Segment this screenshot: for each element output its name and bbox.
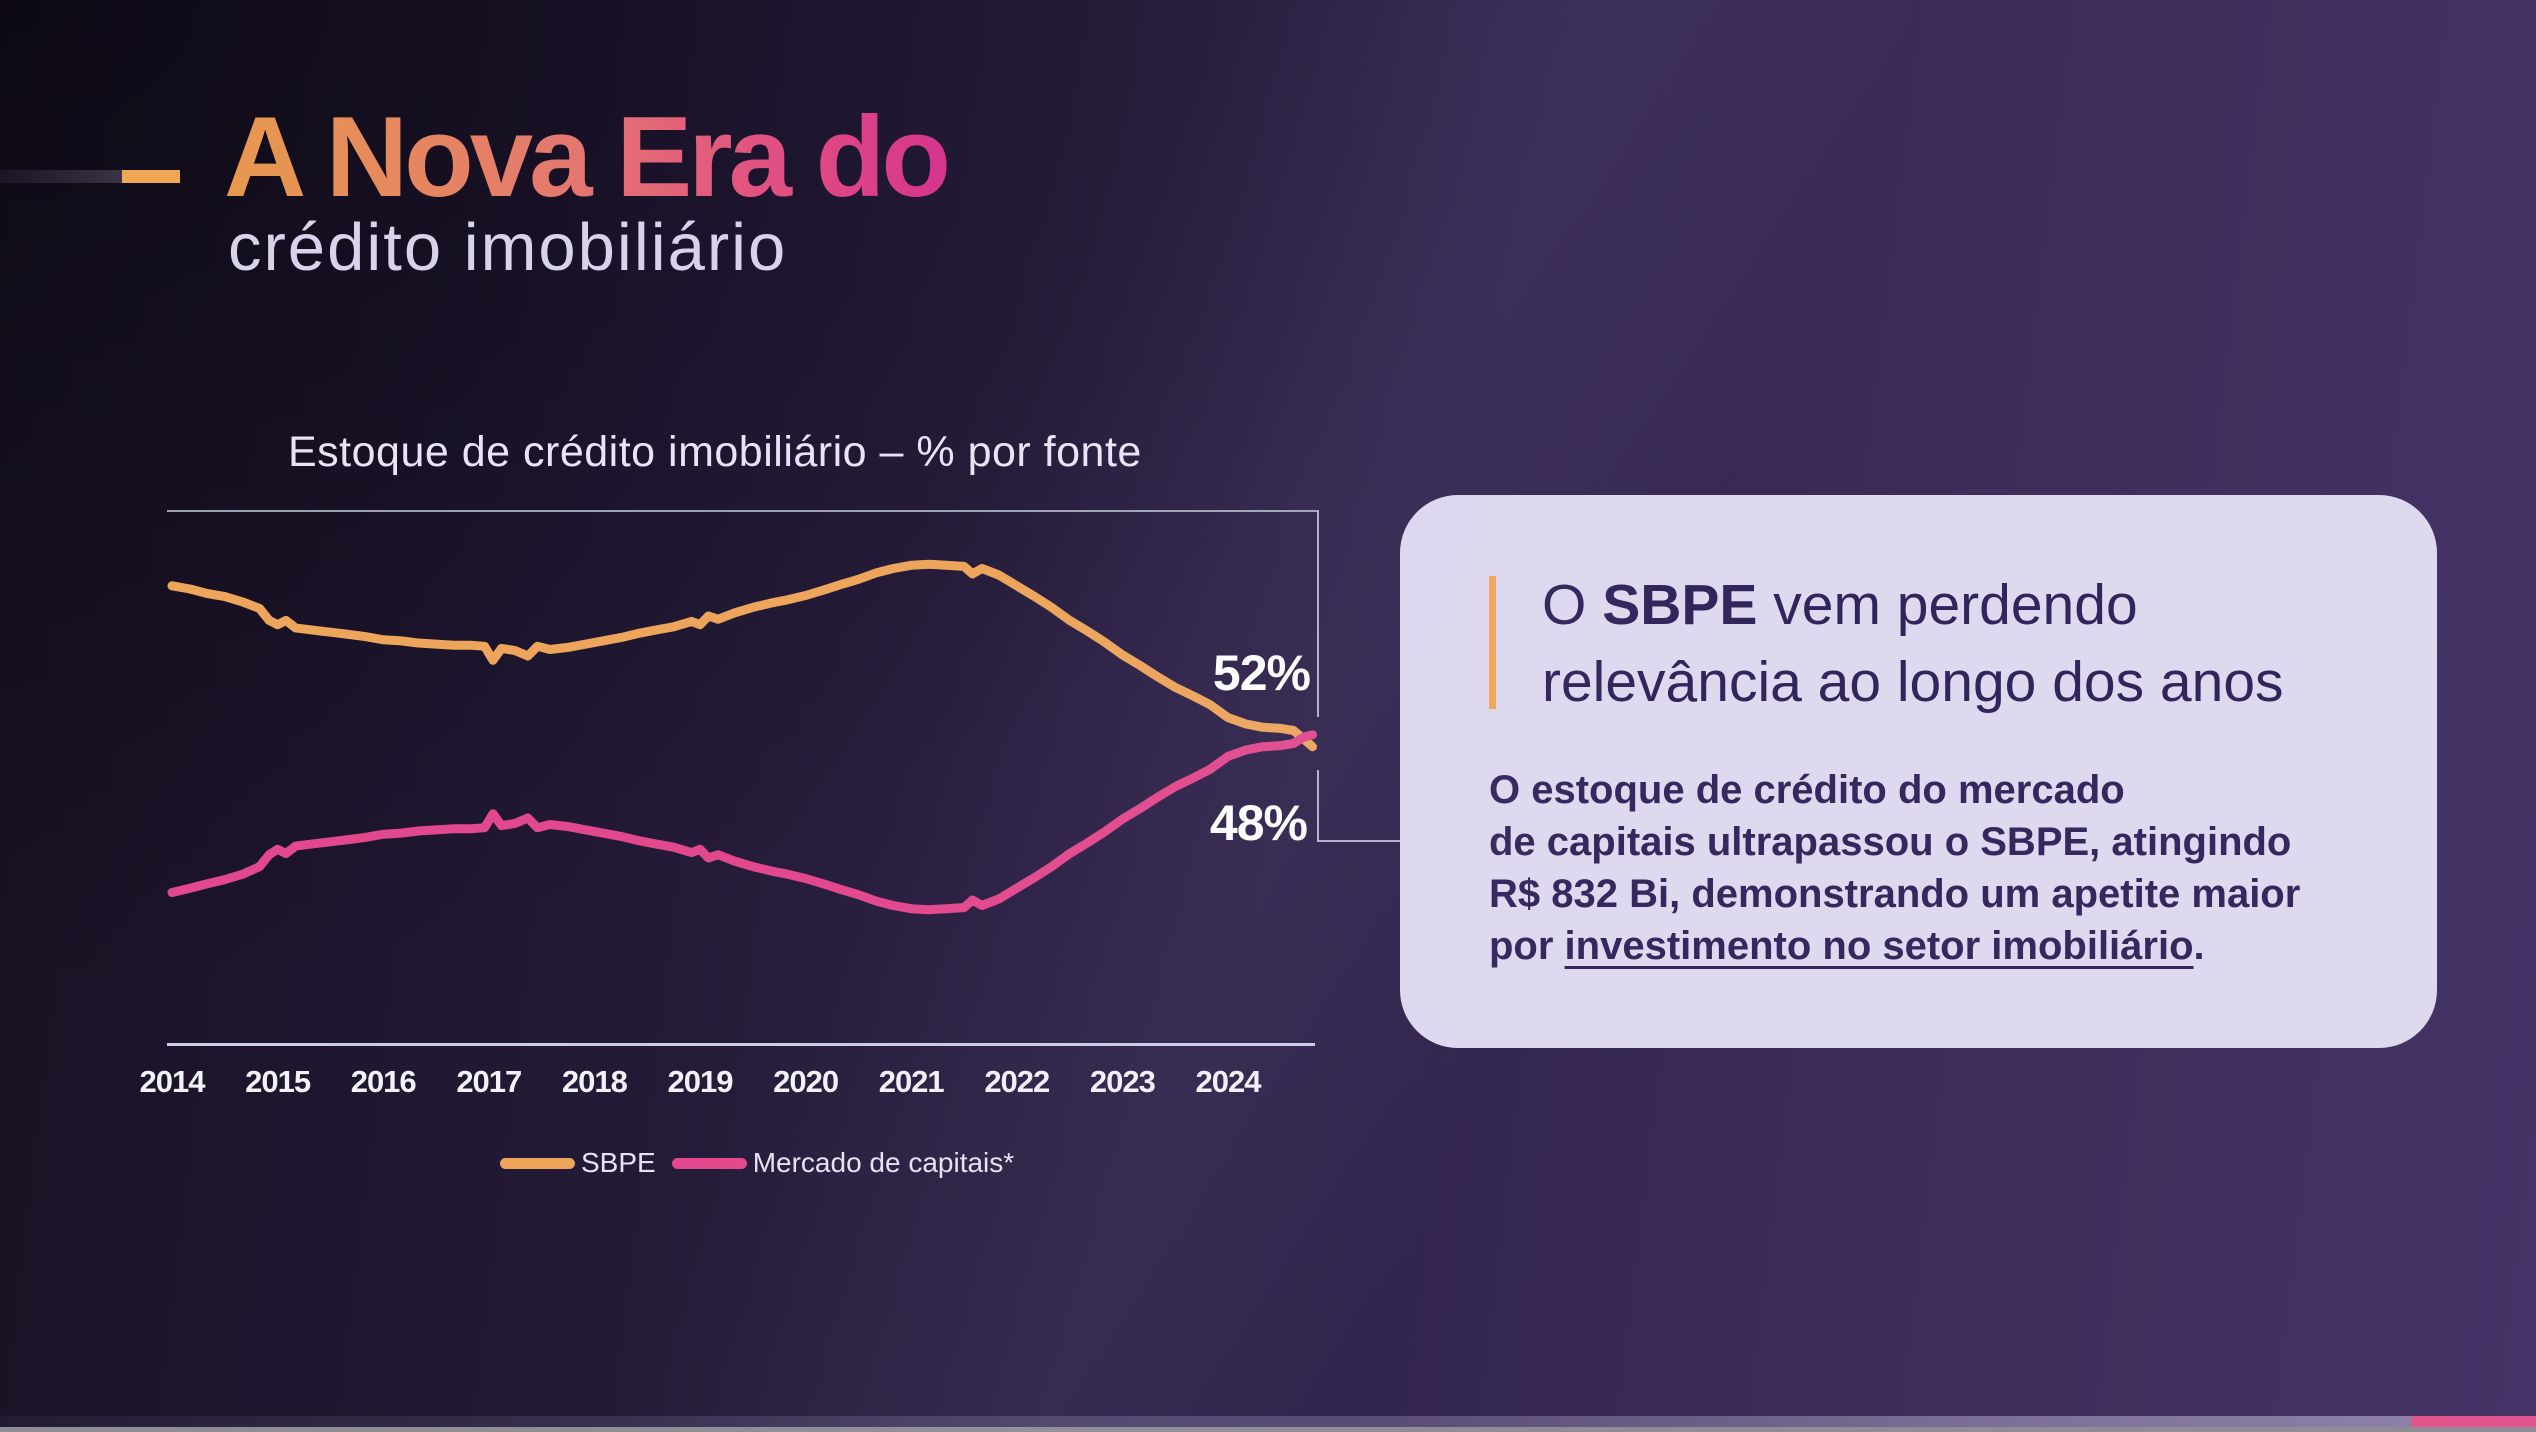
annotation-bracket-bottom [1317, 770, 1319, 841]
series-line-mercado-de-capitais- [167, 730, 1317, 915]
slide-title: A Nova Era do [224, 94, 951, 221]
x-tick-2014: 2014 [139, 1064, 206, 1099]
callout-heading-bold: SBPE [1602, 573, 1758, 637]
chart-title: Estoque de crédito imobiliário – % por f… [288, 428, 1142, 476]
x-tick-2017: 2017 [456, 1064, 522, 1099]
title-accent-tip [122, 170, 180, 183]
x-axis-line [167, 1043, 1315, 1046]
annotation-label-52: 52% [1212, 645, 1311, 701]
annotation-label-48: 48% [1209, 795, 1308, 851]
callout-body-line4-pre: por [1489, 924, 1565, 968]
x-tick-2019: 2019 [667, 1064, 734, 1099]
callout-heading-line2: relevância ao longo dos anos [1542, 650, 2284, 714]
callout-heading-rest: vem perdendo [1757, 573, 2138, 637]
legend-label: Mercado de capitais* [752, 1147, 1015, 1178]
x-tick-2015: 2015 [245, 1064, 311, 1099]
bottom-gradient-strip [0, 1416, 2536, 1427]
callout-body-underlined-link: investimento no setor imobiliário [1564, 924, 2194, 968]
legend-label: SBPE [581, 1147, 656, 1178]
callout-body-line4-end: . [2193, 924, 2205, 968]
series-line-sbpe [167, 559, 1317, 752]
x-tick-2020: 2020 [773, 1064, 839, 1099]
callout-body-line2: de capitais ultrapassou o SBPE, atingind… [1489, 820, 2292, 864]
x-tick-2021: 2021 [878, 1064, 945, 1099]
slide-subtitle: crédito imobiliário [228, 210, 788, 285]
annotation-bracket-connector [1317, 840, 1403, 842]
x-tick-2022: 2022 [984, 1064, 1050, 1099]
legend-swatch-mercado-de-capitais- [671, 1157, 747, 1169]
legend-swatch-sbpe [500, 1157, 575, 1169]
callout-accent-bar [1489, 576, 1496, 709]
callout-body-line1: O estoque de crédito do mercado [1489, 768, 2125, 812]
title-accent-bar [0, 170, 180, 183]
callout-body: O estoque de crédito do mercado de capita… [1489, 764, 2300, 972]
callout-body-line3: R$ 832 Bi, demonstrando um apetite maior [1489, 872, 2301, 916]
x-tick-2023: 2023 [1089, 1064, 1156, 1099]
x-tick-2018: 2018 [561, 1064, 628, 1099]
x-tick-2016: 2016 [350, 1064, 417, 1099]
chart-legend: SBPE Mercado de capitais* [500, 1148, 1030, 1178]
chart-top-border [167, 510, 1319, 512]
x-tick-2024: 2024 [1195, 1064, 1262, 1099]
bottom-gray-strip [0, 1427, 2536, 1432]
callout-heading-text: O [1542, 573, 1603, 637]
annotation-bracket-top [1317, 511, 1319, 717]
callout-card: O SBPE vem perdendo relevância ao longo d… [1400, 495, 2437, 1048]
callout-heading: O SBPE vem perdendo relevância ao longo d… [1542, 567, 2284, 721]
